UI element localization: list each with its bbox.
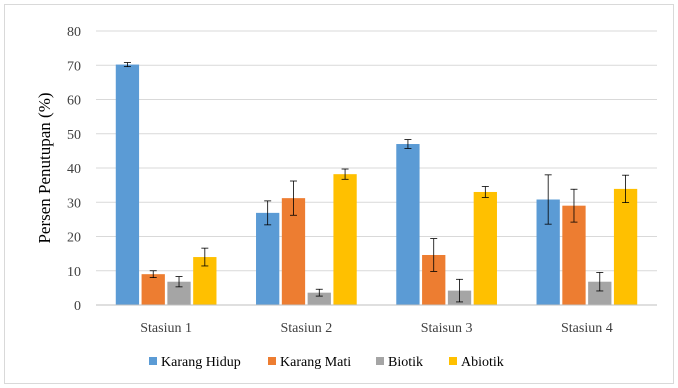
bar xyxy=(193,257,217,305)
bar xyxy=(473,191,497,305)
bar xyxy=(333,174,357,305)
y-tick-label: 20 xyxy=(67,231,81,246)
y-axis-title: Persen Penutupan (%) xyxy=(35,92,54,243)
y-tick-label: 10 xyxy=(67,265,81,280)
bar xyxy=(115,64,140,305)
y-tick-label: 50 xyxy=(67,128,81,143)
x-tick-label: Staisun 3 xyxy=(421,321,473,336)
bar xyxy=(536,199,560,305)
y-tick-label: 60 xyxy=(67,94,81,109)
y-tick-label: 40 xyxy=(67,162,81,177)
legend-label: Biotik xyxy=(388,355,423,370)
bar-chart: 0 10 20 30 40 50 60 70 80 Stasiun 1 Stasiun 2 Stai… xyxy=(35,25,657,370)
x-tick-label: Stasiun 1 xyxy=(140,321,192,336)
x-tick-labels: Stasiun 1 Stasiun 2 Staisun 3 Stasiun 4 xyxy=(140,321,612,336)
y-tick-label: 80 xyxy=(67,25,81,40)
legend-swatch xyxy=(449,357,457,365)
bar xyxy=(281,198,306,305)
bar xyxy=(141,274,165,305)
bar xyxy=(396,144,420,305)
bar xyxy=(422,254,446,305)
chart-frame: 0 10 20 30 40 50 60 70 80 Stasiun 1 Stasiun 2 Stai… xyxy=(4,4,674,384)
bar xyxy=(562,205,586,305)
y-tick-labels: 0 10 20 30 40 50 60 70 80 xyxy=(67,25,81,314)
legend-label: Karang Mati xyxy=(280,355,351,370)
bar xyxy=(307,292,331,305)
error-bars xyxy=(123,62,630,303)
bar xyxy=(167,281,191,305)
legend: Karang Hidup Karang Mati Biotik Abiotik xyxy=(149,355,504,370)
legend-label: Abiotik xyxy=(461,355,504,370)
x-tick-label: Stasiun 2 xyxy=(281,321,333,336)
bar-series xyxy=(115,64,638,305)
legend-swatch xyxy=(268,357,276,365)
bar xyxy=(256,212,280,305)
legend-label: Karang Hidup xyxy=(161,355,241,370)
x-tick-label: Stasiun 4 xyxy=(561,321,613,336)
y-tick-label: 0 xyxy=(74,299,81,314)
y-tick-label: 30 xyxy=(67,196,81,211)
legend-swatch xyxy=(149,357,157,365)
y-tick-label: 70 xyxy=(67,59,81,74)
legend-swatch xyxy=(376,357,384,365)
gridlines xyxy=(96,30,657,272)
bar xyxy=(588,281,612,305)
bar xyxy=(613,188,638,305)
